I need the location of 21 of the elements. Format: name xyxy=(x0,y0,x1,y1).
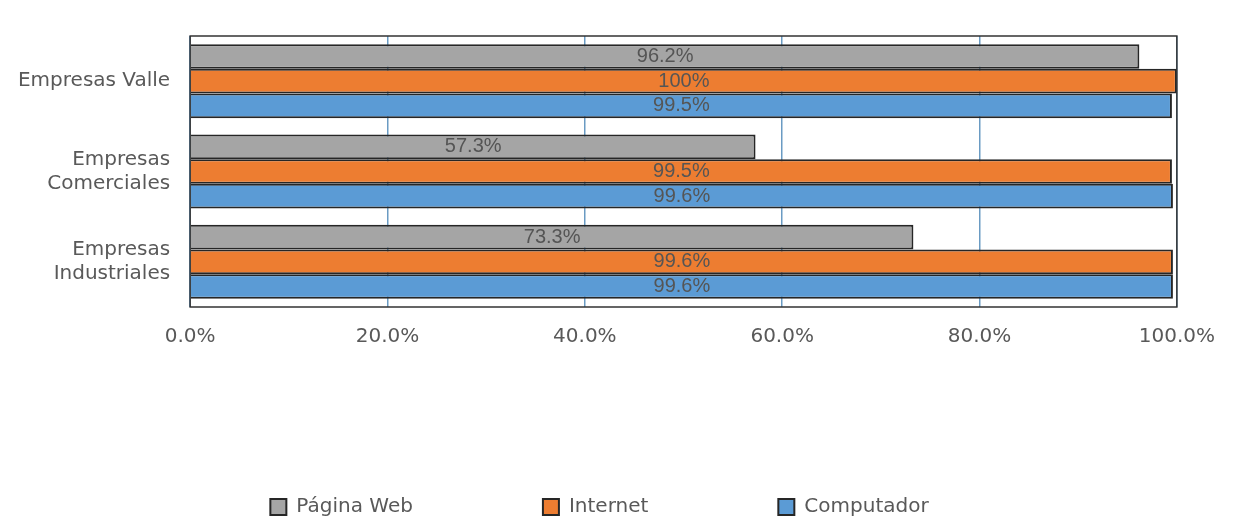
x-tick-label: 80.0% xyxy=(947,323,1012,348)
x-tick-label: 60.0% xyxy=(750,323,814,348)
x-tick-label: 40.0% xyxy=(553,323,617,348)
data-label: 99.5% xyxy=(653,159,710,182)
legend-label: Computador xyxy=(804,493,930,518)
data-label: 99.5% xyxy=(653,93,710,116)
legend-label: Internet xyxy=(568,493,649,518)
data-label: 99.6% xyxy=(653,274,711,297)
legend-label: Página Web xyxy=(296,493,413,518)
data-label: 57.3% xyxy=(444,134,502,157)
data-label: 99.6% xyxy=(653,183,711,206)
y-tick-label: Empresas Industriales xyxy=(53,236,171,285)
x-tick-label: 0.0% xyxy=(164,323,216,348)
data-label: 100% xyxy=(658,68,710,91)
data-label: 96.2% xyxy=(636,43,694,66)
x-tick-label: 100.0% xyxy=(1138,323,1215,348)
y-tick-label: Empresas Comerciales xyxy=(47,145,171,194)
data-label: 73.3% xyxy=(523,224,581,247)
y-tick-label: Empresas Valle xyxy=(17,67,171,92)
data-label: 99.6% xyxy=(653,249,711,272)
x-tick-label: 20.0% xyxy=(355,323,420,348)
